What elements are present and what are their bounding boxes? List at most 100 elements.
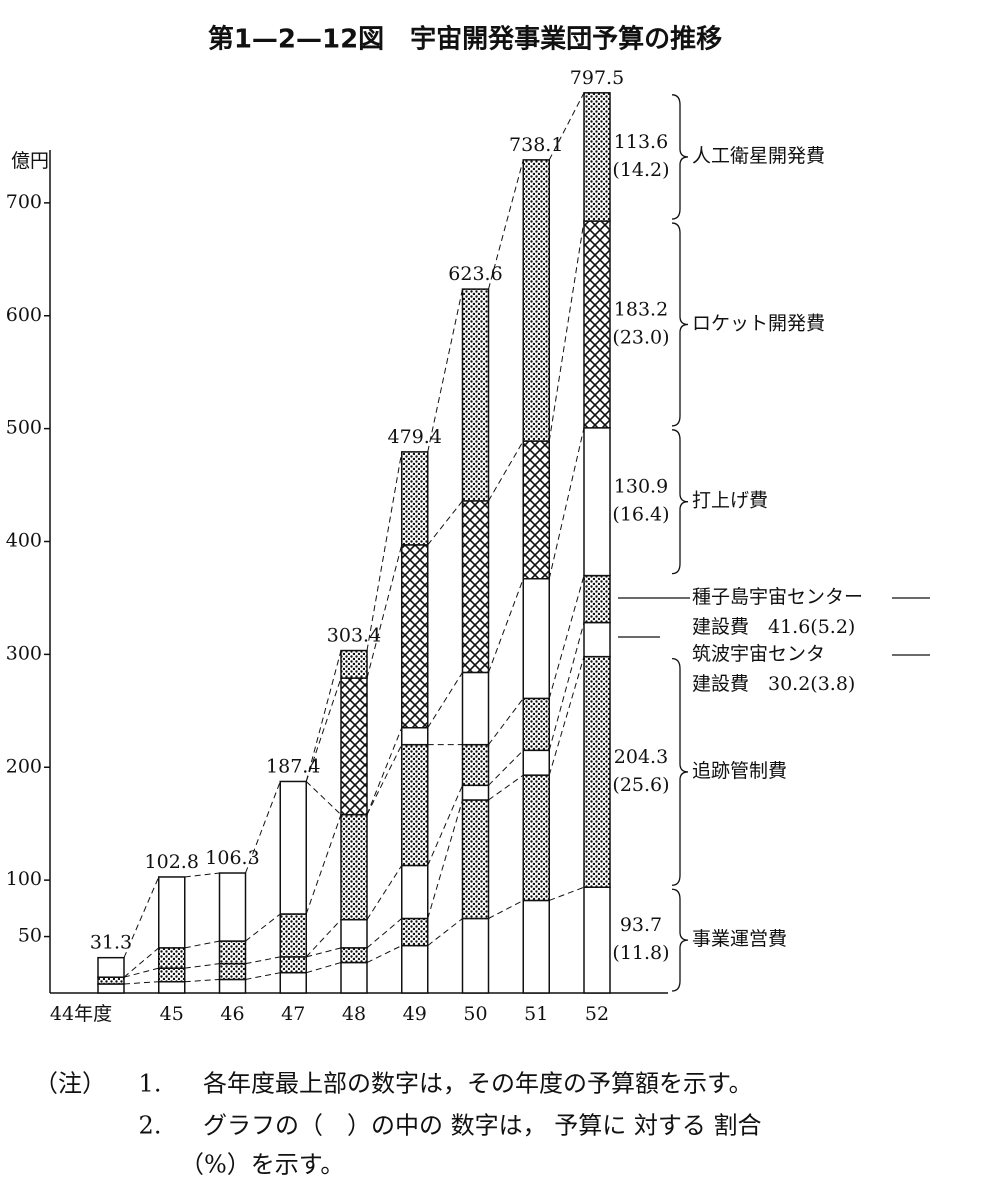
connector	[488, 774, 524, 801]
bar-segment	[401, 917, 429, 947]
connector	[427, 500, 463, 546]
connector	[184, 963, 220, 969]
connector	[305, 677, 342, 782]
x-tick-label: 46	[220, 1003, 244, 1025]
bar-segment	[401, 451, 429, 546]
bar-segment	[461, 917, 490, 994]
segment-value-label: 93.7	[620, 914, 662, 936]
connector	[366, 451, 403, 651]
y-tick-label: 50	[18, 925, 42, 947]
note-number: 1.	[139, 1070, 162, 1098]
bar-segment	[218, 962, 247, 981]
bar-segment	[340, 813, 368, 921]
total-label: 797.5	[570, 67, 624, 89]
bar-segment	[401, 544, 429, 729]
connector	[488, 440, 524, 502]
bar-segment	[583, 655, 611, 888]
legend-label: 筑波宇宙センタ	[692, 643, 825, 665]
y-tick-label: 700	[6, 191, 42, 213]
bar-segment	[279, 956, 307, 974]
connector	[305, 781, 342, 816]
bar-segment	[522, 899, 550, 994]
segment-value-label: 183.2	[614, 298, 668, 320]
bar-segment	[158, 947, 186, 969]
brace	[671, 94, 689, 220]
connector	[305, 650, 342, 782]
legend-label: 打上げ費	[692, 490, 768, 512]
bar-segment	[583, 220, 611, 429]
x-tick-label: 50	[463, 1003, 487, 1025]
legend-label: ロケット開発費	[692, 312, 825, 334]
x-tick-label: 48	[342, 1003, 366, 1025]
bar-segment	[279, 780, 307, 915]
connector	[366, 544, 403, 679]
connector	[305, 814, 342, 915]
bar-segment	[461, 500, 490, 674]
y-tick-label: 300	[6, 642, 42, 664]
total-label: 106.3	[205, 847, 259, 869]
connector	[548, 622, 585, 751]
bar-segment	[97, 956, 125, 978]
connector	[245, 972, 281, 980]
connector	[366, 744, 403, 815]
segment-share-label: (11.8)	[612, 942, 669, 964]
total-label: 479.4	[388, 426, 442, 448]
bar-segment	[218, 872, 247, 942]
legend-label: 種子島宇宙センター	[692, 586, 863, 608]
bar-segment	[340, 961, 368, 994]
connector	[305, 919, 342, 958]
connector	[548, 92, 585, 161]
connector	[123, 876, 160, 958]
bar-segment	[461, 671, 490, 746]
bar-segment	[401, 743, 429, 867]
x-tick-label: 45	[160, 1003, 184, 1025]
bar-segment	[522, 440, 550, 580]
bar-segment	[340, 947, 368, 964]
bar-segment	[583, 427, 611, 577]
connector	[366, 727, 403, 815]
bar-segment	[97, 976, 125, 985]
bar-segment	[279, 913, 307, 958]
connector	[245, 781, 281, 874]
legend-label: 事業運営費	[692, 928, 787, 950]
bar-segment	[583, 574, 611, 624]
connector	[427, 799, 463, 919]
connector	[488, 749, 524, 786]
connector	[123, 967, 159, 978]
brace	[671, 429, 689, 575]
y-tick-label: 400	[6, 530, 42, 552]
connector	[488, 698, 524, 745]
connector	[548, 427, 585, 579]
y-tick-label: 200	[6, 755, 42, 777]
connector	[488, 578, 524, 673]
total-label: 738.1	[509, 134, 563, 156]
x-tick-label: 44年度	[50, 1003, 112, 1025]
total-label: 303.4	[327, 625, 381, 647]
connector	[245, 913, 281, 942]
connector	[549, 886, 585, 901]
brace	[671, 657, 689, 886]
note-number: 2.	[139, 1112, 162, 1140]
note-text: グラフの（ ）の中の 数字は， 予算に 対する 割合	[203, 1112, 762, 1140]
connector	[366, 918, 403, 949]
note-text: 各年度最上部の数字は，その年度の予算額を示す。	[203, 1070, 753, 1098]
bar-segment	[522, 774, 550, 902]
bar-segment	[583, 621, 611, 658]
segment-value-label: 113.6	[614, 131, 668, 153]
segment-share-label: (14.2)	[612, 159, 669, 181]
bar-segment	[401, 944, 429, 994]
bar-segment	[158, 967, 186, 983]
brace	[671, 888, 689, 992]
brace	[671, 222, 689, 427]
connector	[306, 962, 342, 974]
bar-segment	[522, 749, 550, 776]
connector	[488, 899, 524, 919]
note-text: （%）を示す。	[180, 1151, 344, 1179]
total-label: 187.4	[266, 755, 320, 777]
connector	[427, 785, 463, 866]
connector	[306, 947, 342, 958]
connector	[184, 978, 220, 983]
total-label: 31.3	[90, 932, 132, 954]
legend-label: 追跡管制費	[692, 760, 787, 782]
